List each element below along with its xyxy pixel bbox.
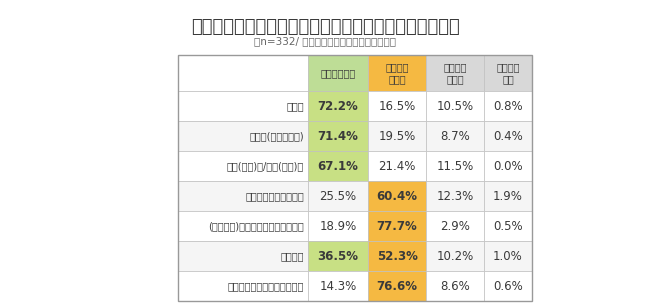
Text: （n=332/ 単一回答［それぞれの項目毎］）: （n=332/ 単一回答［それぞれの項目毎］） <box>254 36 396 46</box>
Bar <box>368 181 426 211</box>
Bar <box>368 151 426 181</box>
Text: 0.4%: 0.4% <box>493 129 523 143</box>
Bar <box>308 151 368 181</box>
Bar <box>178 271 308 301</box>
Bar <box>484 271 532 301</box>
Text: 77.7%: 77.7% <box>376 219 417 233</box>
Text: 36.5%: 36.5% <box>317 249 359 263</box>
Bar <box>308 271 368 301</box>
Bar <box>426 55 484 91</box>
Text: 8.7%: 8.7% <box>440 129 470 143</box>
Bar <box>484 241 532 271</box>
Text: 子どものビデオ撮影時にもっとも使用している機器は？: 子どものビデオ撮影時にもっとも使用している機器は？ <box>190 18 460 36</box>
Bar <box>308 211 368 241</box>
Bar <box>178 55 532 301</box>
Text: 16.5%: 16.5% <box>378 99 415 113</box>
Bar <box>178 121 308 151</box>
Text: テーマパーク・遊園地: テーマパーク・遊園地 <box>245 191 304 201</box>
Bar <box>426 181 484 211</box>
Bar <box>178 91 308 121</box>
Bar <box>368 271 426 301</box>
Bar <box>368 241 426 271</box>
Bar <box>426 121 484 151</box>
Bar <box>484 211 532 241</box>
Text: スマート
フォン: スマート フォン <box>385 62 409 84</box>
Text: 発表会(音楽発表会): 発表会(音楽発表会) <box>250 131 304 141</box>
Bar <box>426 241 484 271</box>
Bar <box>308 181 368 211</box>
Bar <box>308 55 368 91</box>
Text: 72.2%: 72.2% <box>318 99 358 113</box>
Text: 1.9%: 1.9% <box>493 189 523 203</box>
Text: 14.3%: 14.3% <box>319 279 357 293</box>
Bar <box>178 151 308 181</box>
Text: 10.2%: 10.2% <box>436 249 474 263</box>
Text: 1.0%: 1.0% <box>493 249 523 263</box>
Text: (家の中で)子どもが遊んでいる様子: (家の中で)子どもが遊んでいる様子 <box>208 221 304 231</box>
Text: 2.9%: 2.9% <box>440 219 470 233</box>
Bar <box>426 271 484 301</box>
Text: 0.6%: 0.6% <box>493 279 523 293</box>
Bar <box>426 211 484 241</box>
Text: 誕生日会: 誕生日会 <box>281 251 304 261</box>
Text: ビデオカメラ: ビデオカメラ <box>320 68 356 78</box>
Text: 12.3%: 12.3% <box>436 189 474 203</box>
Bar <box>368 121 426 151</box>
Text: 67.1%: 67.1% <box>318 159 358 173</box>
Text: 0.5%: 0.5% <box>493 219 523 233</box>
Bar <box>368 55 426 91</box>
Bar <box>308 241 368 271</box>
Text: 18.9%: 18.9% <box>319 219 357 233</box>
Text: 76.6%: 76.6% <box>376 279 417 293</box>
Text: 0.0%: 0.0% <box>493 159 523 173</box>
Text: 25.5%: 25.5% <box>319 189 357 203</box>
Bar <box>178 241 308 271</box>
Text: 入学(入園)式/卒業(卒園)式: 入学(入園)式/卒業(卒園)式 <box>227 161 304 171</box>
Bar <box>308 91 368 121</box>
Bar <box>308 121 368 151</box>
Bar <box>426 91 484 121</box>
Text: 公園の遊具で遊んでいる様子: 公園の遊具で遊んでいる様子 <box>227 281 304 291</box>
Bar <box>484 91 532 121</box>
Bar <box>178 55 308 91</box>
Bar <box>484 121 532 151</box>
Bar <box>178 181 308 211</box>
Text: 運動会: 運動会 <box>287 101 304 111</box>
Text: その他の
機器: その他の 機器 <box>496 62 520 84</box>
Bar <box>368 211 426 241</box>
Text: 0.8%: 0.8% <box>493 99 523 113</box>
Text: 11.5%: 11.5% <box>436 159 474 173</box>
Bar <box>368 91 426 121</box>
Text: 19.5%: 19.5% <box>378 129 415 143</box>
Bar <box>484 55 532 91</box>
Text: 52.3%: 52.3% <box>376 249 417 263</box>
Text: 10.5%: 10.5% <box>436 99 474 113</box>
Bar <box>426 151 484 181</box>
Text: デジタル
カメラ: デジタル カメラ <box>443 62 467 84</box>
Bar <box>484 151 532 181</box>
Bar <box>178 211 308 241</box>
Text: 8.6%: 8.6% <box>440 279 470 293</box>
Bar <box>484 181 532 211</box>
Text: 21.4%: 21.4% <box>378 159 416 173</box>
Text: 71.4%: 71.4% <box>318 129 358 143</box>
Text: 60.4%: 60.4% <box>376 189 417 203</box>
